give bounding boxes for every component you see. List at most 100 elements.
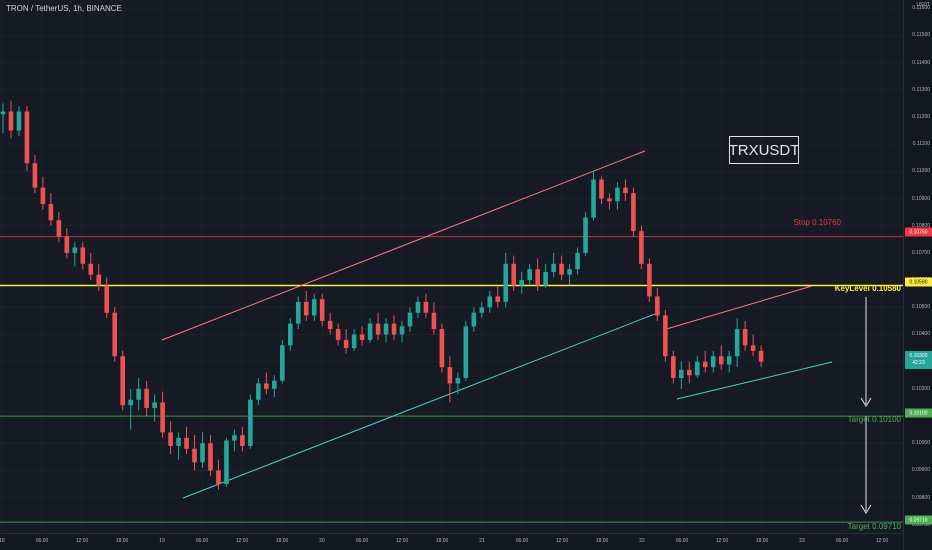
time-tick-label: 06:00 [515, 538, 529, 544]
current-price-tag: 0.10300 42:23 [905, 351, 932, 369]
time-tick-label: 18:00 [435, 538, 449, 544]
candle-body [686, 369, 692, 376]
candle-body [280, 345, 285, 381]
candle-body [471, 312, 477, 327]
candle-body [583, 217, 588, 253]
candle [375, 312, 381, 340]
candlestick-chart[interactable] [0, 0, 903, 533]
price-tick-label: 0.10500 [911, 304, 930, 311]
candle-body [479, 307, 485, 313]
candle-body [391, 323, 397, 335]
candle [367, 318, 373, 343]
time-tick-label: 20 [319, 538, 325, 544]
candle [471, 307, 477, 332]
candle-body [463, 326, 469, 378]
candle [383, 318, 389, 343]
candle-body [16, 111, 22, 131]
candle-body [734, 329, 740, 357]
time-tick-label: 12:00 [75, 538, 89, 544]
candle-body [160, 402, 165, 433]
candle [567, 263, 572, 286]
target2-label: Target 0.09710 [847, 522, 901, 531]
candle [407, 307, 413, 332]
candle-body [335, 329, 341, 340]
candle [694, 356, 700, 378]
candle [607, 193, 612, 210]
candle [758, 345, 764, 368]
candle-body [240, 435, 245, 446]
candle [88, 252, 94, 281]
stop-price-tag: 0.10760 [905, 227, 932, 237]
candle [535, 258, 540, 291]
candle [80, 242, 86, 270]
candle [240, 426, 245, 452]
price-tick-label: 0.09800 [911, 494, 930, 501]
price-tick-label: 0.09900 [911, 467, 930, 474]
candle-body [88, 263, 94, 275]
candle-body [287, 323, 293, 346]
candle [112, 307, 118, 362]
time-tick-label: 12:00 [875, 538, 889, 544]
candle-body [647, 263, 652, 297]
candle [136, 377, 141, 411]
candle-body [192, 448, 197, 463]
price-tick-label: 0.10700 [911, 249, 930, 256]
channel-upper-line [161, 150, 646, 341]
price-tick-label: 0.10900 [911, 195, 930, 202]
candle-body [623, 187, 628, 194]
candle-body [535, 269, 540, 286]
candle [160, 391, 165, 438]
candle-body [607, 198, 612, 202]
price-tick-label: 0.11300 [912, 86, 930, 93]
candle [623, 179, 628, 202]
candle [359, 326, 365, 346]
candle-body [551, 263, 556, 272]
candle [710, 350, 716, 373]
time-axis[interactable]: 18 06:00 12:00 18:00 19 06:00 12:00 18:00 20 06:0… [0, 533, 903, 550]
candle-body [224, 440, 229, 485]
channel-lower-line [182, 311, 661, 499]
time-tick-label: 12:00 [555, 538, 569, 544]
ticker-text-box[interactable]: TRXUSDT [729, 136, 799, 164]
candle-body [303, 301, 309, 316]
price-axis-unit: USDT [916, 2, 930, 8]
candle-body [216, 470, 221, 485]
candle-body [639, 231, 644, 264]
time-tick-label: 22 [639, 538, 645, 544]
candle [72, 242, 78, 267]
candle-body [319, 299, 325, 321]
candle-body [56, 220, 62, 237]
candle [599, 176, 604, 204]
time-tick-label: 18 [0, 538, 5, 544]
target2-price-tag: 0.09710 [905, 515, 932, 525]
price-axis[interactable]: USDT 0.11600 0.11500 0.11400 0.11300 0.11200… [903, 0, 932, 550]
candle [463, 320, 469, 381]
candle-body [295, 301, 301, 324]
candle-body [208, 443, 213, 471]
candle [176, 432, 181, 460]
candle [447, 356, 453, 403]
candle [591, 171, 596, 221]
candle-body [359, 334, 365, 340]
candle-body [0, 111, 6, 115]
candle-body [655, 296, 660, 316]
candle [248, 394, 253, 449]
candle-body [415, 301, 421, 313]
candle [295, 296, 301, 330]
key-price-tag: 0.10580 [905, 277, 932, 287]
candle-body [96, 274, 102, 286]
candle [311, 293, 317, 321]
time-tick-label: 18:00 [115, 538, 129, 544]
candle-body [511, 263, 517, 286]
candle-body [694, 361, 700, 376]
candle [702, 350, 708, 373]
candle-body [8, 111, 14, 131]
candle [335, 323, 341, 346]
candle [391, 315, 397, 340]
candle-body [519, 280, 524, 286]
candle-body [367, 323, 373, 340]
symbol-title[interactable]: TRON / TetherUS, 1h, BINANCE [6, 4, 122, 13]
candle [96, 263, 102, 291]
chart-pane[interactable]: TRON / TetherUS, 1h, BINANCE TRXUSDT Sto… [0, 0, 903, 533]
candle-body [80, 247, 86, 264]
